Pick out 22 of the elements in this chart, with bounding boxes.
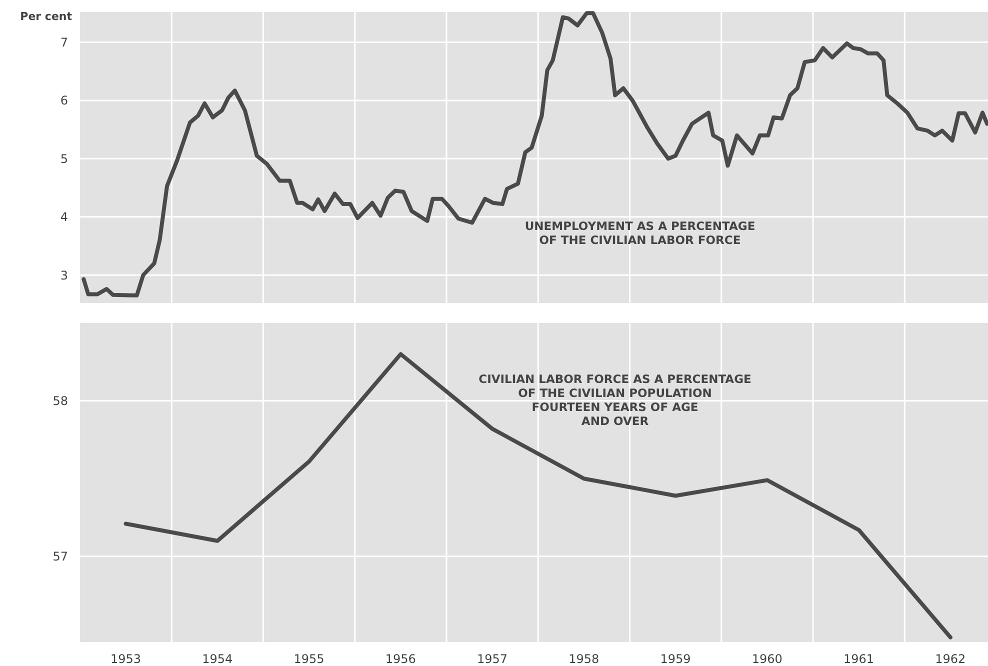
x-tick-label: 1962	[935, 652, 966, 666]
y-tick-label: 4	[60, 210, 68, 224]
y-tick-label: 58	[52, 394, 68, 408]
y-tick-label: 3	[60, 268, 68, 282]
line-series	[124, 352, 952, 640]
x-tick-label: 1959	[660, 652, 691, 666]
x-tick-label: 1957	[477, 652, 508, 666]
x-tick-label: 1961	[844, 652, 874, 666]
text: CIVILIAN LABOR FORCE AS A PERCENTAGE OF THE CIVILIAN POPULATION FOURTEEN YEARS OF AGE AND OVER	[478, 372, 752, 428]
x-tick-label: 1954	[202, 652, 233, 666]
y-tick-label: 6	[60, 94, 68, 108]
text: UNEMPLOYMENT AS A PERCENTAGE OF THE CIVILIAN LABOR FORCE	[524, 219, 756, 247]
x-tick-label: 1956	[385, 652, 416, 666]
y-tick-label: 7	[60, 35, 68, 50]
x-tick-label: 1958	[568, 652, 600, 666]
line-series	[82, 11, 988, 298]
x-tick-label: 1955	[294, 652, 324, 666]
y-tick-label: 5	[60, 152, 68, 166]
x-tick-label: 1960	[752, 652, 782, 666]
y-axis-title: Per cent	[20, 10, 72, 23]
y-tick-label: 57	[52, 550, 68, 564]
x-tick-label: 1953	[110, 652, 142, 666]
